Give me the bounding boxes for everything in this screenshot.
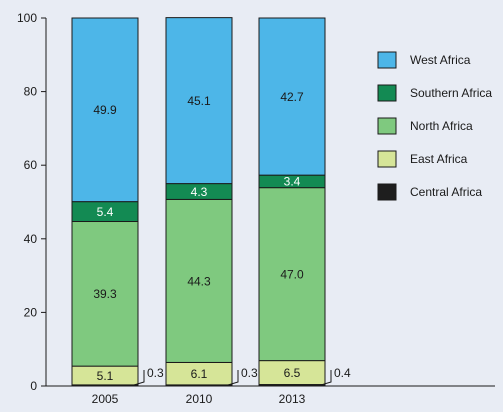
bar-segment xyxy=(258,187,326,362)
legend-swatch xyxy=(377,117,397,135)
legend: West Africa Southern Africa North Africa Ea… xyxy=(377,51,492,201)
bar-value-label: 5.1 xyxy=(97,369,114,383)
legend-swatch xyxy=(377,183,397,201)
x-tick-label: 2005 xyxy=(92,392,119,406)
callout-label: 0.3 xyxy=(241,366,258,380)
legend-swatch xyxy=(377,150,397,168)
legend-swatch xyxy=(377,51,397,69)
callout-leader xyxy=(227,370,239,386)
bar-value-label: 6.1 xyxy=(191,367,208,381)
y-tick-label: 0 xyxy=(30,379,37,393)
bars: 5.1 39.3 5.4 49.9 0.3 6.1 44.3 4.3 45.1 0.3 6.5 47.… xyxy=(71,17,351,387)
bar-value-label: 49.9 xyxy=(93,103,117,117)
bar-value-label: 6.5 xyxy=(284,366,301,380)
bar-segment xyxy=(71,17,139,203)
y-tick-label: 60 xyxy=(24,158,38,172)
legend-label: North Africa xyxy=(410,119,473,133)
callout-label: 0.4 xyxy=(334,366,351,380)
bar-segment xyxy=(258,17,326,176)
legend-label: Southern Africa xyxy=(410,86,492,100)
x-tick-label: 2013 xyxy=(279,392,306,406)
bar-value-label: 39.3 xyxy=(93,287,117,301)
bar-segment xyxy=(165,17,233,185)
legend-swatch xyxy=(377,84,397,102)
bar-value-label: 4.3 xyxy=(191,185,208,199)
x-tick-label: 2010 xyxy=(186,392,213,406)
bar-value-label: 45.1 xyxy=(187,94,211,108)
legend-label: East Africa xyxy=(410,152,468,166)
callout-leader xyxy=(133,370,145,386)
bar-segment xyxy=(165,198,233,363)
y-tick-label: 20 xyxy=(24,305,38,319)
callout-label: 0.3 xyxy=(147,366,164,380)
y-tick-label: 100 xyxy=(17,11,37,25)
bar-value-label: 3.4 xyxy=(284,175,301,189)
bar-value-label: 47.0 xyxy=(280,267,304,281)
bar-segment xyxy=(71,221,139,367)
bar-value-label: 5.4 xyxy=(97,205,114,219)
legend-label: West Africa xyxy=(410,53,471,67)
callout-leader xyxy=(320,370,332,386)
legend-label: Central Africa xyxy=(410,185,482,199)
y-tick-label: 40 xyxy=(24,232,38,246)
bar-value-label: 42.7 xyxy=(280,90,304,104)
bar-value-label: 44.3 xyxy=(187,274,211,288)
y-tick-label: 80 xyxy=(24,85,38,99)
